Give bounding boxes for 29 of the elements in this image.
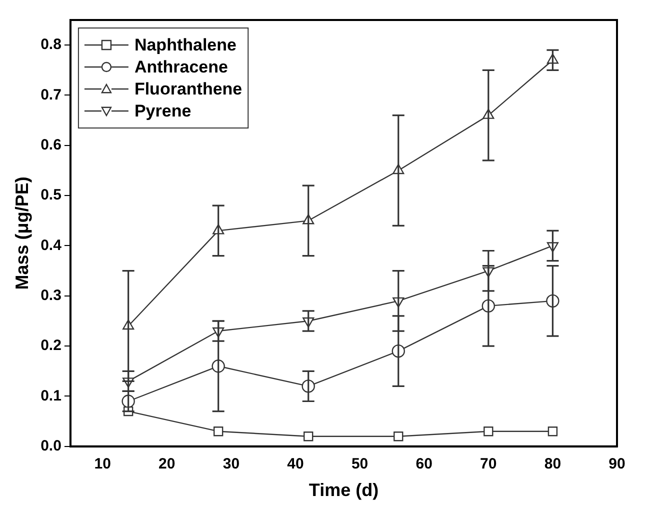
y-axis-title: Mass (μg/PE) — [12, 176, 32, 290]
point — [214, 426, 224, 436]
point — [484, 426, 494, 436]
x-tick-label: 40 — [287, 456, 304, 473]
x-tick-label: 10 — [94, 456, 111, 473]
x-tick-label: 90 — [608, 456, 626, 473]
x-tick-label: 60 — [416, 456, 432, 473]
point — [394, 432, 404, 442]
legend-label: Naphthalene — [134, 36, 236, 55]
x-tick-label: 80 — [544, 456, 562, 473]
y-tick-label: 0.7 — [40, 86, 62, 104]
legend-label: Pyrene — [134, 102, 192, 121]
x-tick-label: 70 — [480, 456, 497, 473]
x-axis-title: Time (d) — [308, 480, 379, 500]
y-tick-label: 0.1 — [40, 387, 62, 404]
x-tick-label: 30 — [222, 456, 240, 473]
point — [304, 432, 314, 442]
legend-label: Fluoranthene — [134, 80, 242, 99]
y-tick-label: 0.6 — [40, 136, 62, 154]
y-tick-label: 0.4 — [40, 236, 62, 254]
x-tick-label: 50 — [351, 456, 368, 473]
point — [548, 426, 558, 436]
y-tick-label: 0.2 — [40, 337, 62, 354]
legend-label: Anthracene — [134, 58, 228, 77]
y-tick-label: 0.8 — [40, 36, 62, 54]
x-tick-label: 20 — [158, 456, 176, 473]
y-tick-label: 0.0 — [40, 438, 62, 455]
y-tick-label: 0.5 — [40, 186, 62, 204]
y-tick-label: 0.3 — [40, 287, 62, 304]
